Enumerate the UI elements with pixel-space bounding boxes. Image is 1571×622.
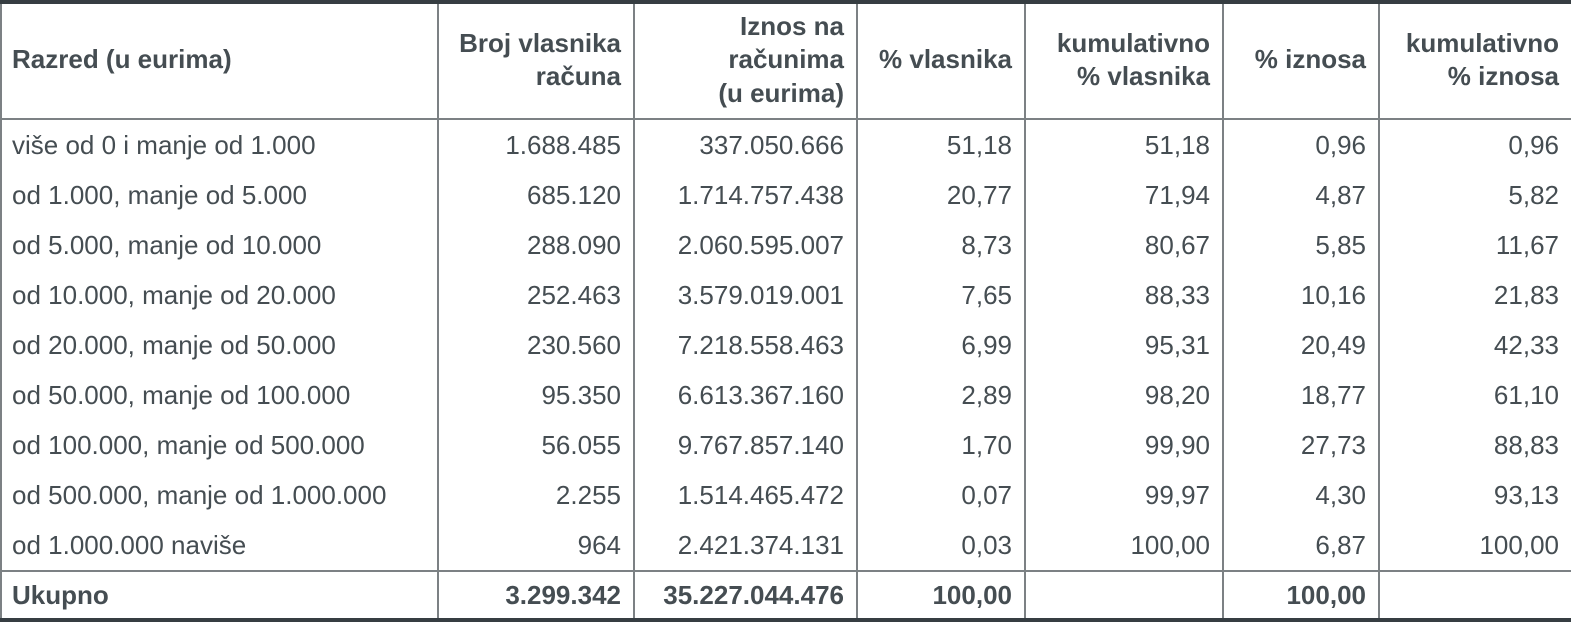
table-row: od 1.000.000 naviše 964 2.421.374.131 0,03 1… — [0, 520, 1571, 571]
total-value-cell: 3.299.342 — [437, 570, 635, 620]
row-class-label: više od 0 i manje od 1.000 — [0, 119, 439, 170]
row-class-label: od 10.000, manje od 20.000 — [0, 270, 439, 320]
total-value-cell — [1024, 570, 1224, 620]
row-value-cell: 98,20 — [1024, 370, 1224, 420]
row-value-cell: 5,85 — [1222, 220, 1380, 270]
row-value-cell: 99,90 — [1024, 420, 1224, 470]
row-class-label: od 1.000, manje od 5.000 — [0, 170, 439, 220]
table-row: od 50.000, manje od 100.000 95.350 6.613.3… — [0, 370, 1571, 420]
row-value-cell: 1.688.485 — [437, 119, 635, 170]
table-row: od 20.000, manje od 50.000 230.560 7.218.5… — [0, 320, 1571, 370]
row-value-cell: 685.120 — [437, 170, 635, 220]
table-header: Razred (u eurima) Broj vlasnika računa I… — [0, 2, 1571, 120]
row-class-label: od 1.000.000 naviše — [0, 520, 439, 571]
row-value-cell: 1.714.757.438 — [633, 170, 858, 220]
row-value-cell: 230.560 — [437, 320, 635, 370]
row-value-cell: 2,89 — [856, 370, 1026, 420]
row-value-cell: 27,73 — [1222, 420, 1380, 470]
row-value-cell: 0,96 — [1222, 119, 1380, 170]
total-row: Ukupno 3.299.342 35.227.044.476 100,00 100,0… — [0, 570, 1571, 620]
row-value-cell: 80,67 — [1024, 220, 1224, 270]
row-value-cell: 56.055 — [437, 420, 635, 470]
row-value-cell: 5,82 — [1378, 170, 1571, 220]
row-value-cell: 99,97 — [1024, 470, 1224, 520]
row-value-cell: 8,73 — [856, 220, 1026, 270]
row-value-cell: 11,67 — [1378, 220, 1571, 270]
row-value-cell: 0,07 — [856, 470, 1026, 520]
table-row: od 5.000, manje od 10.000 288.090 2.060.59… — [0, 220, 1571, 270]
row-value-cell: 100,00 — [1378, 520, 1571, 571]
row-value-cell: 1,70 — [856, 420, 1026, 470]
row-value-cell: 20,49 — [1222, 320, 1380, 370]
row-value-cell: 20,77 — [856, 170, 1026, 220]
table-body: više od 0 i manje od 1.000 1.688.485 337.0… — [0, 119, 1571, 571]
column-header-pct-iznosa: % iznosa — [1222, 2, 1380, 120]
total-value-cell: 35.227.044.476 — [633, 570, 858, 620]
total-value-cell — [1378, 570, 1571, 620]
row-value-cell: 4,87 — [1222, 170, 1380, 220]
row-value-cell: 6,87 — [1222, 520, 1380, 571]
table-row: od 10.000, manje od 20.000 252.463 3.579.0… — [0, 270, 1571, 320]
column-header-broj-vlasnika: Broj vlasnika računa — [437, 2, 635, 120]
total-value-cell: 100,00 — [1222, 570, 1380, 620]
row-class-label: od 500.000, manje od 1.000.000 — [0, 470, 439, 520]
row-value-cell: 88,83 — [1378, 420, 1571, 470]
row-class-label: od 100.000, manje od 500.000 — [0, 420, 439, 470]
row-value-cell: 95.350 — [437, 370, 635, 420]
row-value-cell: 1.514.465.472 — [633, 470, 858, 520]
row-value-cell: 6.613.367.160 — [633, 370, 858, 420]
row-value-cell: 93,13 — [1378, 470, 1571, 520]
table-row: od 100.000, manje od 500.000 56.055 9.767.… — [0, 420, 1571, 470]
row-value-cell: 0,03 — [856, 520, 1026, 571]
row-value-cell: 2.060.595.007 — [633, 220, 858, 270]
row-class-label: od 20.000, manje od 50.000 — [0, 320, 439, 370]
row-value-cell: 95,31 — [1024, 320, 1224, 370]
row-value-cell: 21,83 — [1378, 270, 1571, 320]
row-value-cell: 10,16 — [1222, 270, 1380, 320]
row-value-cell: 100,00 — [1024, 520, 1224, 571]
total-value-cell: 100,00 — [856, 570, 1026, 620]
row-value-cell: 4,30 — [1222, 470, 1380, 520]
row-value-cell: 2.421.374.131 — [633, 520, 858, 571]
column-header-kumulativno-vlasnika: kumulativno % vlasnika — [1024, 2, 1224, 120]
row-value-cell: 6,99 — [856, 320, 1026, 370]
column-header-iznos-na-racunima: Iznos na računima (u eurima) — [633, 2, 858, 120]
column-header-kumulativno-iznosa: kumulativno % iznosa — [1378, 2, 1571, 120]
row-value-cell: 7.218.558.463 — [633, 320, 858, 370]
row-value-cell: 7,65 — [856, 270, 1026, 320]
table-row: od 1.000, manje od 5.000 685.120 1.714.757… — [0, 170, 1571, 220]
row-value-cell: 9.767.857.140 — [633, 420, 858, 470]
row-value-cell: 3.579.019.001 — [633, 270, 858, 320]
header-row: Razred (u eurima) Broj vlasnika računa I… — [0, 2, 1571, 120]
row-value-cell: 0,96 — [1378, 119, 1571, 170]
row-value-cell: 51,18 — [1024, 119, 1224, 170]
row-value-cell: 61,10 — [1378, 370, 1571, 420]
row-value-cell: 88,33 — [1024, 270, 1224, 320]
row-class-label: od 5.000, manje od 10.000 — [0, 220, 439, 270]
row-value-cell: 42,33 — [1378, 320, 1571, 370]
row-value-cell: 337.050.666 — [633, 119, 858, 170]
column-header-pct-vlasnika: % vlasnika — [856, 2, 1026, 120]
row-class-label: od 50.000, manje od 100.000 — [0, 370, 439, 420]
row-value-cell: 2.255 — [437, 470, 635, 520]
table-footer: Ukupno 3.299.342 35.227.044.476 100,00 100,0… — [0, 570, 1571, 620]
row-value-cell: 252.463 — [437, 270, 635, 320]
total-label: Ukupno — [0, 570, 439, 620]
row-value-cell: 964 — [437, 520, 635, 571]
row-value-cell: 18,77 — [1222, 370, 1380, 420]
row-value-cell: 51,18 — [856, 119, 1026, 170]
row-value-cell: 288.090 — [437, 220, 635, 270]
table-row: od 500.000, manje od 1.000.000 2.255 1.514… — [0, 470, 1571, 520]
row-value-cell: 71,94 — [1024, 170, 1224, 220]
column-header-razred: Razred (u eurima) — [0, 2, 439, 120]
table-row: više od 0 i manje od 1.000 1.688.485 337.0… — [0, 119, 1571, 170]
